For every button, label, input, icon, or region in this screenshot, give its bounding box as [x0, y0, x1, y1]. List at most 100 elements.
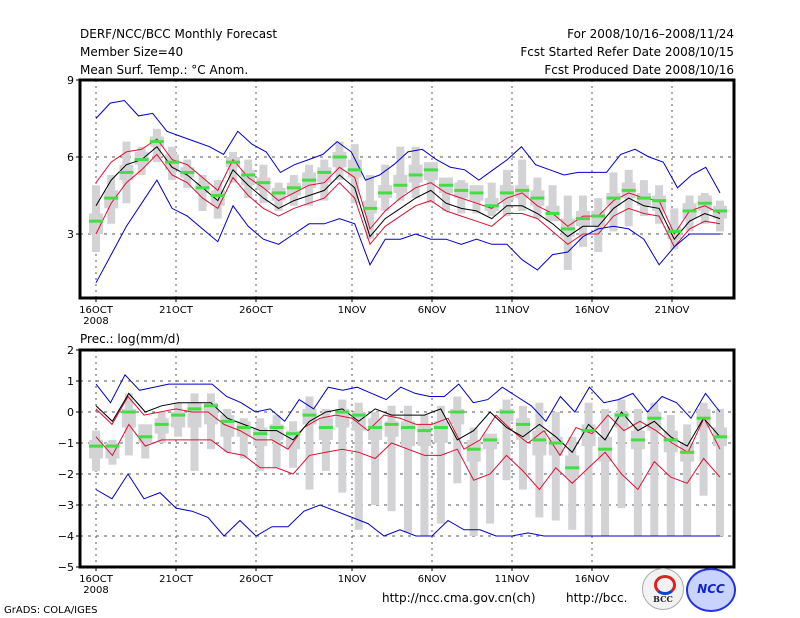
- prec-xtick-label: 21OCT: [159, 574, 194, 585]
- prec-xtick-label: 6NOV: [418, 574, 447, 585]
- prec-frame: [78, 348, 736, 569]
- prec-box-inner: [368, 418, 383, 440]
- prec-line-mean_minus_sd: [95, 423, 721, 491]
- prec-median-mark: [696, 416, 711, 420]
- prec-box-outer: [387, 405, 396, 512]
- prec-box-inner: [433, 421, 448, 443]
- temp-ytick-label: 3: [67, 228, 74, 241]
- prec-box-outer: [502, 399, 511, 481]
- prec-median-mark: [565, 466, 580, 470]
- ncc-logo: NCC: [686, 568, 736, 612]
- temp-box-outer: [442, 177, 451, 211]
- prec-median-mark: [154, 422, 169, 426]
- prec-ytick-label: 1: [67, 375, 74, 388]
- prec-box-inner: [318, 418, 333, 440]
- prec-median-mark: [466, 447, 481, 451]
- prec-box-outer: [190, 393, 199, 471]
- prec-box-outer: [436, 405, 445, 524]
- prec-box-inner: [417, 424, 432, 447]
- prec-xtick-label: 11NOV: [495, 574, 530, 585]
- prec-median-mark: [499, 410, 514, 414]
- prec-median-mark: [483, 438, 498, 442]
- temp-median-mark: [484, 204, 499, 208]
- prec-box-outer: [584, 402, 593, 536]
- prec-xtick-label: 26OCT: [239, 574, 274, 585]
- prec-median-mark: [89, 444, 103, 448]
- temp-median-mark: [210, 194, 225, 198]
- temp-median-mark: [499, 191, 514, 195]
- bcc-logo-text: BCC: [653, 594, 673, 604]
- temp-box-inner: [317, 167, 332, 183]
- prec-median-mark: [614, 413, 629, 417]
- temp-median-mark: [378, 191, 393, 195]
- prec-median-mark: [401, 426, 415, 429]
- prec-box-outer: [518, 405, 527, 490]
- temp-median-mark: [149, 140, 164, 144]
- temp-median-mark: [469, 191, 484, 195]
- prec-box-inner: [401, 421, 415, 447]
- prec-median-mark: [663, 438, 678, 442]
- temp-median-mark: [408, 173, 423, 177]
- prec-median-mark: [647, 416, 662, 420]
- prec-median-mark: [187, 407, 202, 411]
- temp-xtick-label: 11NOV: [495, 305, 530, 316]
- prec-box-inner: [548, 436, 563, 456]
- prec-box-outer: [650, 402, 659, 536]
- prec-box-inner: [483, 433, 498, 450]
- prec-median-mark: [581, 429, 596, 433]
- temp-xtick-label: 26OCT: [239, 305, 274, 316]
- temp-median-mark: [530, 196, 545, 200]
- temp-median-mark: [89, 219, 103, 223]
- bcc-url[interactable]: http://bcc.: [566, 591, 628, 605]
- prec-box-outer: [486, 436, 495, 524]
- ncc-url[interactable]: http://ncc.cma.gov.cn(ch): [382, 591, 536, 605]
- prec-median-mark: [318, 426, 333, 429]
- prec-median-mark: [269, 426, 284, 429]
- prec-median-mark: [532, 438, 547, 442]
- temp-median-mark: [302, 178, 317, 182]
- temp-xtick-label: 6NOV: [418, 305, 447, 316]
- prec-xtick-label: 1NOV: [338, 574, 367, 585]
- prec-line-mean_plus_sd: [95, 395, 721, 457]
- prec-line-mean: [95, 392, 721, 454]
- prec-median-mark: [138, 435, 153, 439]
- prec-box-inner: [154, 418, 169, 434]
- temp-ytick-label: 9: [67, 74, 74, 87]
- prec-box-outer: [535, 402, 544, 518]
- temp-median-mark: [713, 209, 727, 213]
- temp-line-min: [95, 179, 720, 284]
- prec-median-mark: [417, 429, 432, 433]
- prec-ytick-label: −5: [58, 561, 74, 574]
- temp-line-mean_minus_sd: [95, 153, 721, 248]
- temp-median-mark: [104, 196, 119, 200]
- prec-box-outer: [683, 424, 692, 536]
- prec-box-inner: [121, 408, 136, 428]
- temp-xtick-label: 16OCT: [79, 305, 114, 316]
- prec-box-outer: [420, 415, 429, 536]
- temp-box-inner: [89, 213, 103, 235]
- temp-frame: [78, 78, 736, 300]
- prec-median-mark: [680, 450, 695, 454]
- temp-median-mark: [545, 211, 560, 215]
- prec-median-mark: [335, 410, 350, 414]
- prec-ytick-label: −4: [58, 530, 74, 543]
- lower-panel-title: Prec.: log(mm/d): [80, 332, 181, 346]
- prec-box-outer: [716, 408, 724, 536]
- temp-box-inner: [591, 210, 606, 227]
- temp-box-outer: [548, 185, 557, 222]
- temp-median-mark: [332, 155, 347, 159]
- prec-box-outer: [469, 427, 478, 536]
- prec-box-inner: [253, 427, 268, 447]
- temp-xtick-sublabel: 2008: [83, 316, 108, 327]
- prec-box-outer: [633, 408, 642, 536]
- prec-box-outer: [404, 405, 412, 533]
- prec-median-mark: [515, 422, 530, 426]
- prec-box-outer: [305, 396, 314, 490]
- prec-median-mark: [630, 438, 645, 442]
- temp-median-mark: [225, 160, 240, 164]
- temp-median-mark: [682, 209, 697, 213]
- temp-xtick-label: 21NOV: [655, 305, 690, 316]
- temp-median-mark: [180, 170, 195, 174]
- bcc-logo: BCC: [642, 568, 684, 610]
- title-line-1: DERF/NCC/BCC Monthly Forecast: [80, 27, 278, 41]
